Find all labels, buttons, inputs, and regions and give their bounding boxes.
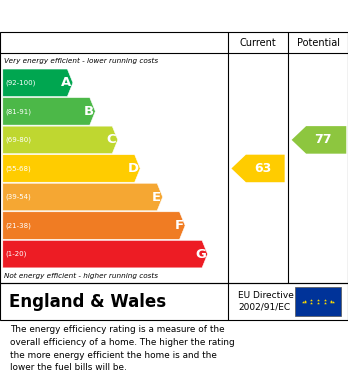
Bar (295, 287, 341, 316)
Text: G: G (195, 248, 206, 261)
Text: D: D (128, 162, 139, 175)
Text: (39-54): (39-54) (5, 194, 31, 200)
Text: EU Directive
2002/91/EC: EU Directive 2002/91/EC (238, 291, 294, 311)
Text: E: E (152, 190, 161, 203)
Text: (55-68): (55-68) (5, 165, 31, 172)
Text: Very energy efficient - lower running costs: Very energy efficient - lower running co… (4, 57, 158, 63)
Polygon shape (3, 126, 118, 154)
Polygon shape (231, 155, 285, 182)
Polygon shape (3, 98, 95, 125)
Text: Potential: Potential (296, 38, 340, 48)
Text: F: F (175, 219, 184, 232)
Text: England & Wales: England & Wales (9, 292, 166, 311)
Text: A: A (61, 76, 72, 89)
Polygon shape (3, 240, 207, 268)
Text: 77: 77 (315, 133, 332, 146)
Polygon shape (292, 126, 346, 154)
Text: B: B (84, 105, 94, 118)
Polygon shape (3, 183, 163, 211)
Text: (21-38): (21-38) (5, 222, 31, 229)
Text: C: C (107, 133, 116, 146)
Text: Current: Current (240, 38, 276, 48)
Text: (1-20): (1-20) (5, 251, 26, 257)
Polygon shape (3, 69, 73, 97)
Text: (69-80): (69-80) (5, 136, 31, 143)
Polygon shape (3, 212, 185, 239)
Text: The energy efficiency rating is a measure of the
overall efficiency of a home. T: The energy efficiency rating is a measur… (10, 325, 235, 372)
Polygon shape (3, 155, 140, 182)
Text: Energy Efficiency Rating: Energy Efficiency Rating (9, 9, 219, 23)
Text: Not energy efficient - higher running costs: Not energy efficient - higher running co… (4, 273, 158, 278)
Text: (81-91): (81-91) (5, 108, 31, 115)
Text: 63: 63 (254, 162, 271, 175)
Text: (92-100): (92-100) (5, 79, 35, 86)
